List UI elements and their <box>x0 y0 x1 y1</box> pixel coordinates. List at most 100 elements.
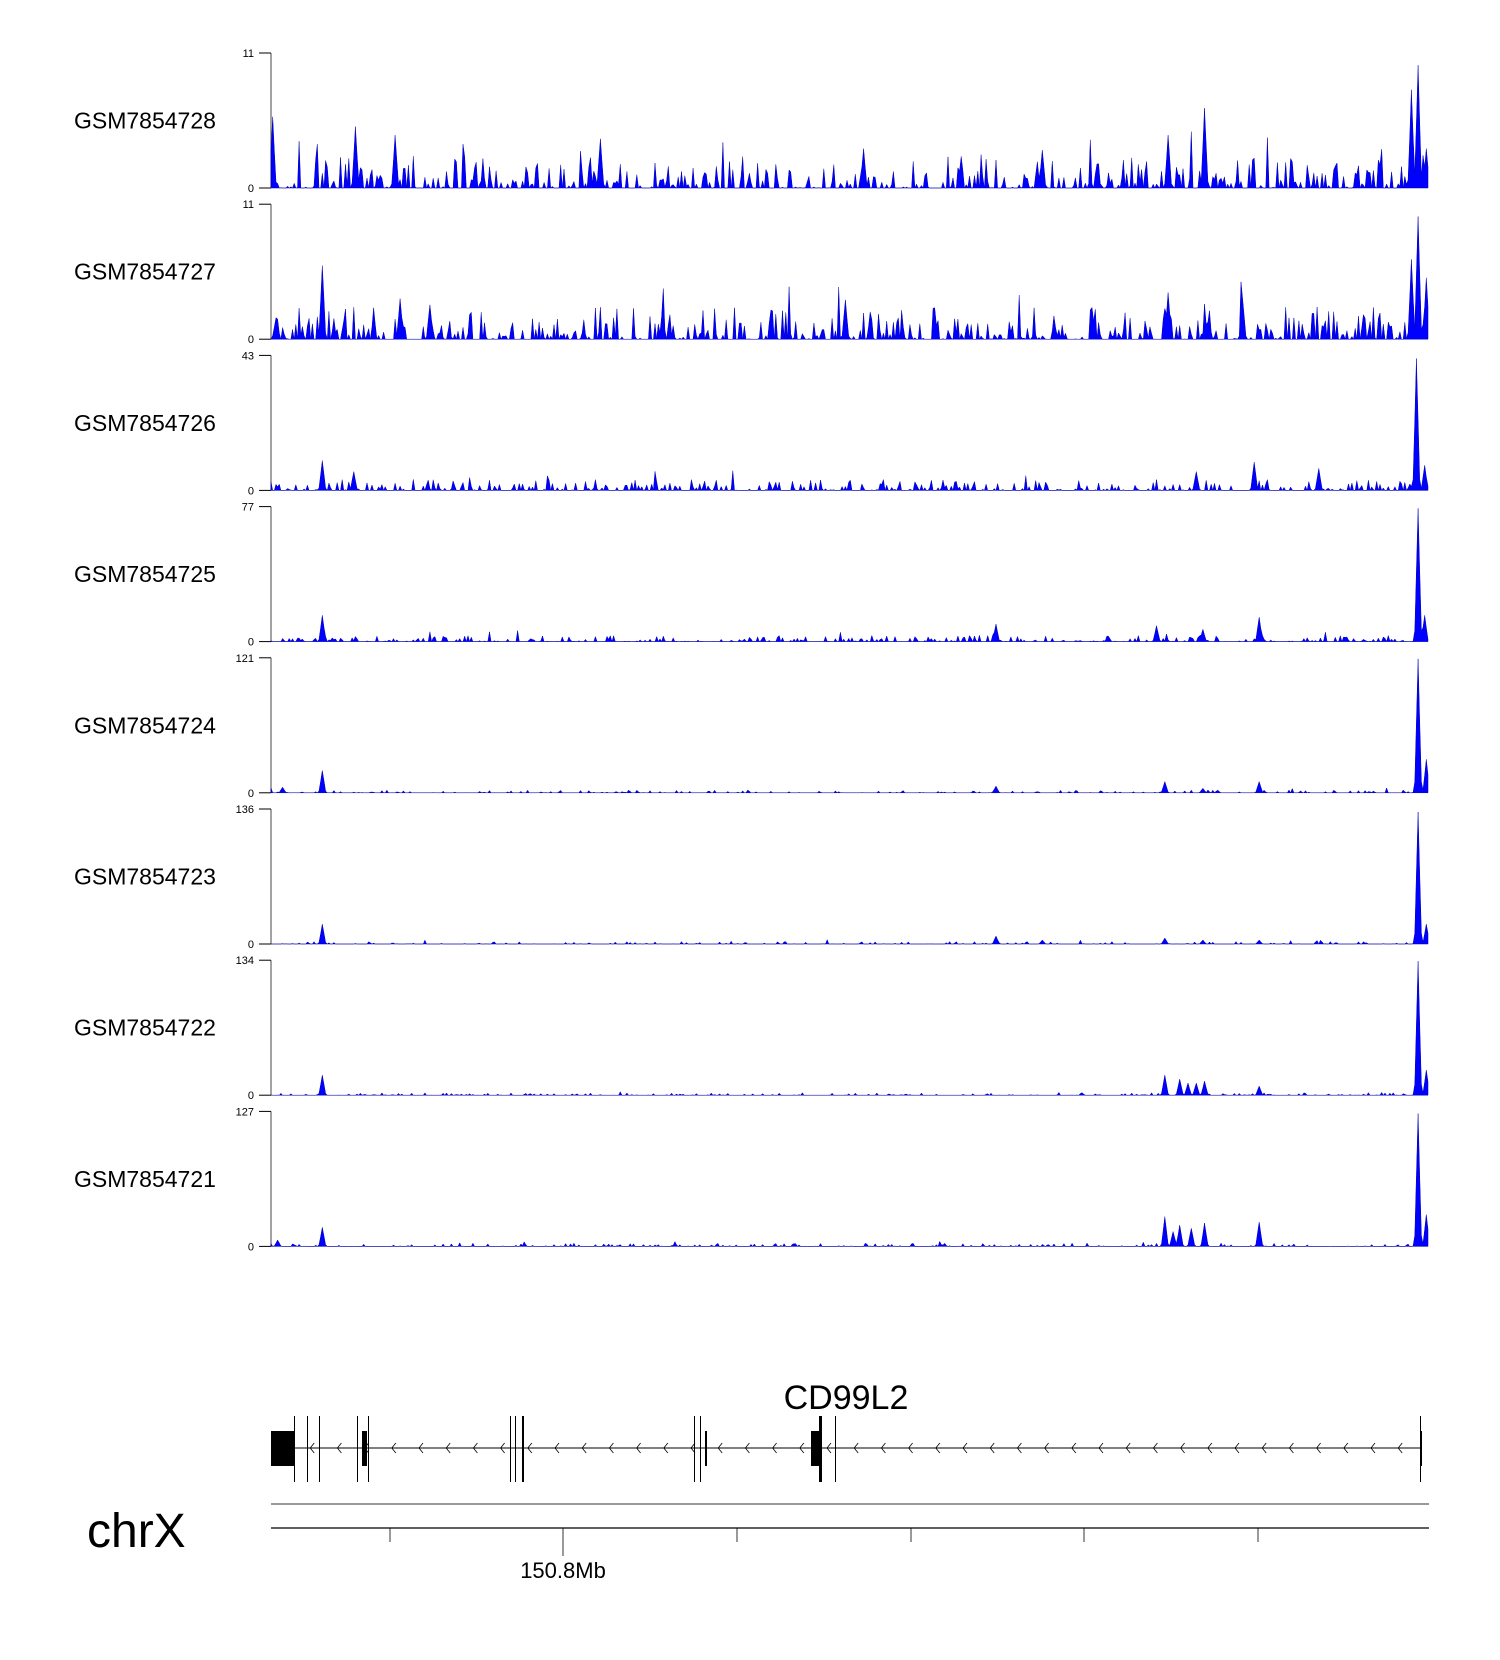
strand-arrows <box>282 1442 1403 1454</box>
exon <box>705 1431 707 1466</box>
chevron-left-icon <box>636 1442 641 1454</box>
signal-area <box>270 961 1429 1096</box>
axis-ticks <box>389 1528 1259 1556</box>
track-GSM7854721: GSM7854721 127 0 <box>74 1106 1429 1253</box>
signal-area <box>270 658 1429 794</box>
exon <box>357 1416 358 1482</box>
chevron-left-icon <box>1397 1442 1403 1454</box>
chevron-left-icon <box>717 1442 723 1454</box>
chevron-left-icon <box>472 1442 478 1454</box>
track-GSM7854722: GSM7854722 134 0 <box>74 955 1429 1102</box>
track-GSM7854727: GSM7854727 11 0 <box>74 199 1429 346</box>
exon <box>319 1416 320 1482</box>
exon <box>835 1416 836 1482</box>
chevron-left-icon <box>908 1442 913 1454</box>
y-tick-label-min: 0 <box>248 1241 254 1253</box>
chevron-left-icon <box>1261 1442 1267 1454</box>
chevron-left-icon <box>1343 1442 1349 1454</box>
exon <box>694 1416 695 1482</box>
signal-area <box>270 216 1429 341</box>
y-tick-label-min: 0 <box>248 939 254 951</box>
track-label: GSM7854727 <box>74 259 216 285</box>
chevron-left-icon <box>690 1442 696 1454</box>
signal-area <box>270 358 1429 492</box>
track-GSM7854725: GSM7854725 77 0 <box>74 502 1429 649</box>
exon <box>515 1416 516 1482</box>
chevron-left-icon <box>1044 1442 1049 1454</box>
track-label: GSM7854721 <box>74 1166 216 1192</box>
y-tick-label-max: 121 <box>236 653 254 665</box>
chevron-left-icon <box>608 1442 614 1454</box>
chevron-left-icon <box>418 1442 424 1454</box>
axis-tick-label: 150.8Mb <box>520 1558 606 1583</box>
y-tick-label-min: 0 <box>248 637 254 649</box>
exon <box>368 1416 369 1482</box>
chromosome-label: chrX <box>87 1505 186 1558</box>
track-GSM7854726: GSM7854726 43 0 <box>74 350 1429 497</box>
y-tick-label-max: 127 <box>236 1106 254 1118</box>
chevron-left-icon <box>581 1442 587 1454</box>
y-tick-label-min: 0 <box>248 788 254 800</box>
exon <box>522 1416 524 1482</box>
chevron-left-icon <box>826 1442 832 1454</box>
chevron-left-icon <box>1288 1442 1294 1454</box>
track-label: GSM7854728 <box>74 108 216 134</box>
exon <box>362 1431 367 1466</box>
chevron-left-icon <box>445 1442 451 1454</box>
exon <box>811 1431 820 1466</box>
signal-area <box>270 508 1429 643</box>
chevron-left-icon <box>1098 1442 1104 1454</box>
chevron-left-icon <box>1234 1442 1240 1454</box>
track-label: GSM7854723 <box>74 864 216 890</box>
gene-exons <box>271 1416 1422 1482</box>
y-tick-label-max: 43 <box>242 350 254 362</box>
y-tick-label-max: 134 <box>236 955 254 967</box>
chevron-left-icon <box>1016 1442 1022 1454</box>
exon <box>819 1416 822 1482</box>
chevron-left-icon <box>663 1442 669 1454</box>
y-tick-label-min: 0 <box>248 1090 254 1102</box>
exon <box>700 1416 701 1482</box>
chevron-left-icon <box>1316 1442 1321 1454</box>
chevron-left-icon <box>935 1442 941 1454</box>
chevron-left-icon <box>1370 1442 1376 1454</box>
signal-area <box>270 65 1429 189</box>
chevron-left-icon <box>1152 1442 1158 1454</box>
exon <box>510 1416 511 1482</box>
genome-axis: chrX 150.8Mb <box>87 1503 1429 1583</box>
chevron-left-icon <box>309 1442 315 1454</box>
track-GSM7854728: GSM7854728 11 0 <box>74 48 1429 195</box>
track-GSM7854724: GSM7854724 121 0 <box>74 653 1429 800</box>
chevron-left-icon <box>853 1442 859 1454</box>
signal-area <box>271 811 1429 945</box>
y-tick-label-max: 77 <box>242 502 254 514</box>
track-label: GSM7854724 <box>74 712 216 738</box>
y-tick-label-min: 0 <box>248 485 254 497</box>
chevron-left-icon <box>989 1442 995 1454</box>
chevron-left-icon <box>336 1442 342 1454</box>
chevron-left-icon <box>1071 1442 1077 1454</box>
y-tick-label-max: 136 <box>236 804 254 816</box>
exon <box>294 1416 295 1482</box>
chevron-left-icon <box>772 1442 777 1454</box>
chevron-left-icon <box>1125 1442 1131 1454</box>
exon <box>271 1431 294 1466</box>
gene-label: CD99L2 <box>784 1379 909 1417</box>
track-label: GSM7854722 <box>74 1015 216 1041</box>
chevron-left-icon <box>1180 1442 1185 1454</box>
chevron-left-icon <box>391 1442 397 1454</box>
chevron-left-icon <box>799 1442 805 1454</box>
chevron-left-icon <box>962 1442 968 1454</box>
y-tick-label-max: 11 <box>243 48 254 60</box>
signal-tracks: GSM7854728110GSM7854727110GSM7854726430G… <box>74 48 1429 1253</box>
track-label: GSM7854725 <box>74 561 216 587</box>
chevron-left-icon <box>1207 1442 1213 1454</box>
chevron-left-icon <box>744 1442 750 1454</box>
signal-area <box>270 1113 1429 1247</box>
track-GSM7854723: GSM7854723 136 0 <box>74 804 1429 951</box>
exon <box>1420 1431 1422 1466</box>
chevron-left-icon <box>880 1442 886 1454</box>
y-tick-label-min: 0 <box>248 334 254 346</box>
chevron-left-icon <box>500 1442 505 1454</box>
